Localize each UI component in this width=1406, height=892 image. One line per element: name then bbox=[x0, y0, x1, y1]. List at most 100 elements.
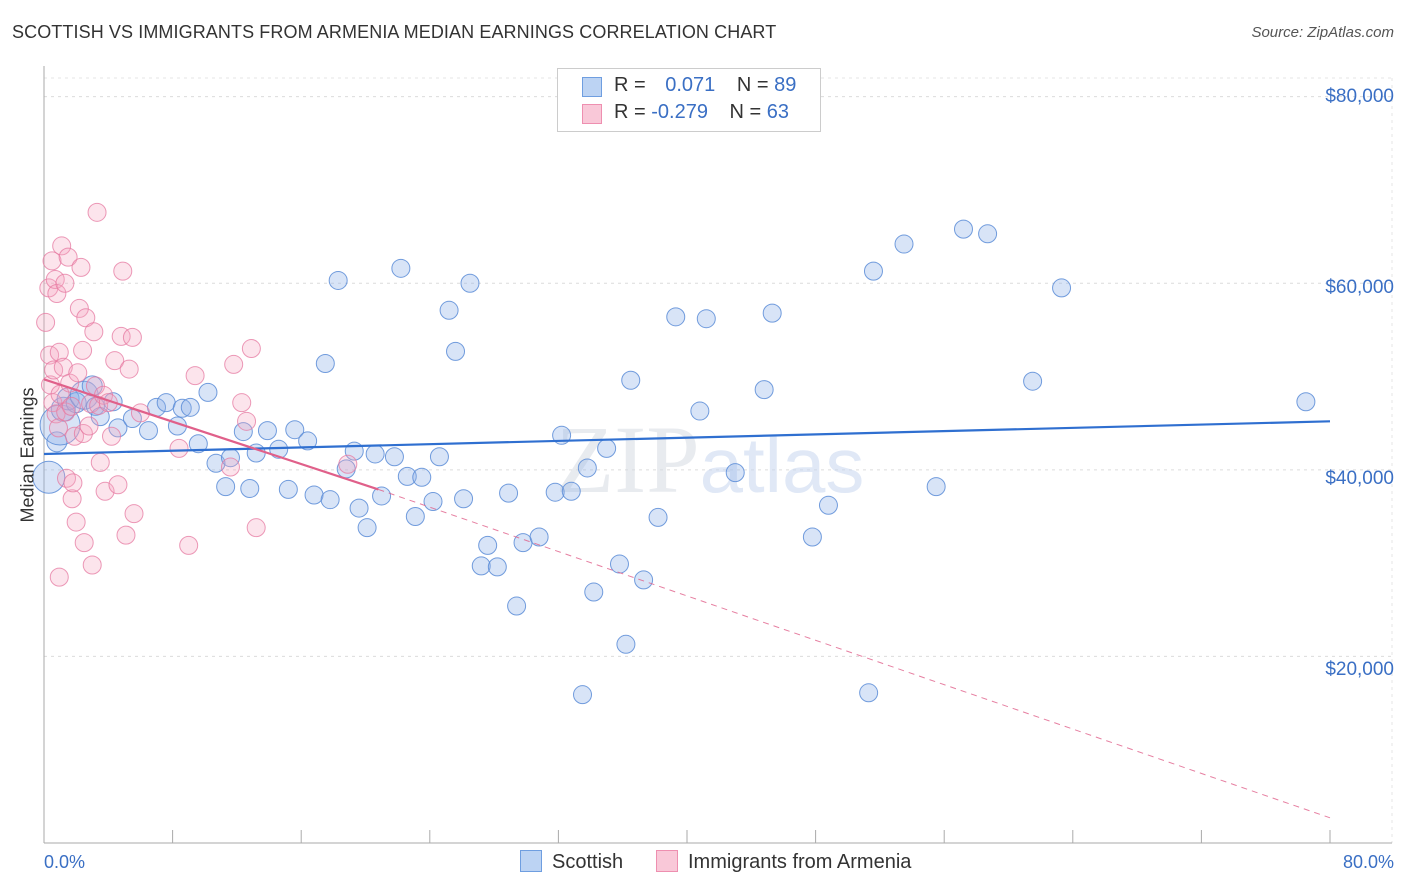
armenia-point bbox=[113, 261, 133, 281]
scottish-point bbox=[648, 507, 668, 527]
armenia-point bbox=[246, 518, 266, 538]
scottish-point bbox=[609, 554, 629, 574]
scottish-swatch bbox=[582, 77, 602, 97]
scottish-point bbox=[573, 685, 593, 705]
scottish-point bbox=[138, 421, 158, 441]
scottish-point bbox=[328, 270, 348, 290]
armenia-point bbox=[102, 426, 122, 446]
armenia-point bbox=[55, 273, 75, 293]
armenia-point bbox=[108, 475, 128, 495]
legend-scottish: Scottish bbox=[520, 850, 623, 874]
scottish-point bbox=[188, 434, 208, 454]
y-tick-label: $20,000 bbox=[1325, 659, 1394, 680]
scottish-point bbox=[429, 447, 449, 467]
n-label: N = bbox=[736, 74, 775, 96]
scottish-point bbox=[529, 527, 549, 547]
scottish-point bbox=[478, 535, 498, 555]
y-tick-label: $40,000 bbox=[1325, 468, 1394, 489]
scottish-point bbox=[405, 506, 425, 526]
armenia-point bbox=[119, 359, 139, 379]
scottish-point bbox=[953, 219, 973, 239]
scottish-point bbox=[439, 300, 459, 320]
scottish-point bbox=[320, 490, 340, 510]
scottish-point bbox=[397, 466, 417, 486]
scottish-point bbox=[257, 421, 277, 441]
scottish-point bbox=[978, 224, 998, 244]
scottish-point bbox=[206, 453, 226, 473]
scottish-point bbox=[32, 460, 66, 494]
armenia-point bbox=[82, 555, 102, 575]
armenia-point bbox=[63, 473, 83, 493]
r-value: -0.279 bbox=[651, 101, 708, 123]
scottish-point bbox=[349, 498, 369, 518]
scottish-point bbox=[240, 478, 260, 498]
scottish-point bbox=[545, 482, 565, 502]
scottish-point bbox=[634, 570, 654, 590]
r-label: R = bbox=[614, 101, 652, 123]
armenia-point bbox=[52, 236, 72, 256]
scottish-point bbox=[666, 307, 686, 327]
armenia-point bbox=[61, 396, 81, 416]
source-label: Source: ZipAtlas.com bbox=[1251, 24, 1394, 41]
armenia-trendline bbox=[43, 378, 379, 491]
armenia-point bbox=[56, 402, 76, 422]
scottish-point bbox=[172, 398, 192, 418]
armenia-point bbox=[60, 373, 80, 393]
armenia-point bbox=[79, 416, 99, 436]
armenia-point bbox=[71, 257, 91, 277]
scottish-point bbox=[46, 431, 68, 453]
armenia-point bbox=[116, 525, 136, 545]
armenia-point bbox=[338, 454, 358, 474]
scottish-point bbox=[863, 261, 883, 281]
scottish-point bbox=[391, 258, 411, 278]
armenia-point bbox=[179, 535, 199, 555]
scottish-point bbox=[384, 447, 404, 467]
scottish-point bbox=[577, 458, 597, 478]
scottish-point bbox=[454, 489, 474, 509]
scottish-point bbox=[894, 234, 914, 254]
n-label: N = bbox=[729, 101, 767, 123]
scottish-point bbox=[156, 393, 176, 413]
y-tick-label: $80,000 bbox=[1325, 86, 1394, 107]
scottish-point bbox=[802, 527, 822, 547]
armenia-swatch bbox=[582, 104, 602, 124]
armenia-point bbox=[124, 504, 144, 524]
scottish-point bbox=[298, 431, 318, 451]
armenia-point bbox=[87, 202, 107, 222]
scottish-point bbox=[926, 477, 946, 497]
scottish-point bbox=[446, 341, 466, 361]
legend-armenia-label: Immigrants from Armenia bbox=[688, 851, 912, 873]
armenia-point bbox=[68, 363, 88, 383]
armenia-point bbox=[241, 339, 261, 359]
scottish-point bbox=[762, 303, 782, 323]
armenia-point bbox=[47, 284, 67, 304]
r-value: 0.071 bbox=[665, 74, 716, 96]
scottish-point bbox=[460, 273, 480, 293]
scottish-point bbox=[561, 481, 581, 501]
armenia-point bbox=[90, 452, 110, 472]
r-label: R = bbox=[614, 74, 652, 96]
scottish-point bbox=[423, 492, 443, 512]
armenia-point bbox=[237, 411, 257, 431]
armenia-point bbox=[36, 312, 56, 332]
scottish-point bbox=[216, 477, 236, 497]
scottish-point bbox=[616, 634, 636, 654]
scottish-point bbox=[696, 309, 716, 329]
scottish-point bbox=[487, 557, 507, 577]
x-max-label: 80.0% bbox=[1342, 852, 1394, 872]
scottish-point bbox=[180, 397, 200, 417]
armenia-point bbox=[66, 512, 86, 532]
scottish-point bbox=[621, 370, 641, 390]
y-axis-label: Median Earnings bbox=[17, 387, 38, 523]
chart-title: SCOTTISH VS IMMIGRANTS FROM ARMENIA MEDI… bbox=[12, 22, 777, 42]
n-value: 89 bbox=[774, 74, 797, 96]
scottish-point bbox=[499, 483, 519, 503]
armenia-point bbox=[122, 327, 142, 347]
armenia-trendline-extension bbox=[378, 488, 1331, 819]
armenia-point bbox=[62, 489, 82, 509]
scottish-point bbox=[372, 486, 392, 506]
armenia-point bbox=[49, 567, 69, 587]
armenia-point bbox=[49, 342, 69, 362]
armenia-point bbox=[185, 366, 205, 386]
